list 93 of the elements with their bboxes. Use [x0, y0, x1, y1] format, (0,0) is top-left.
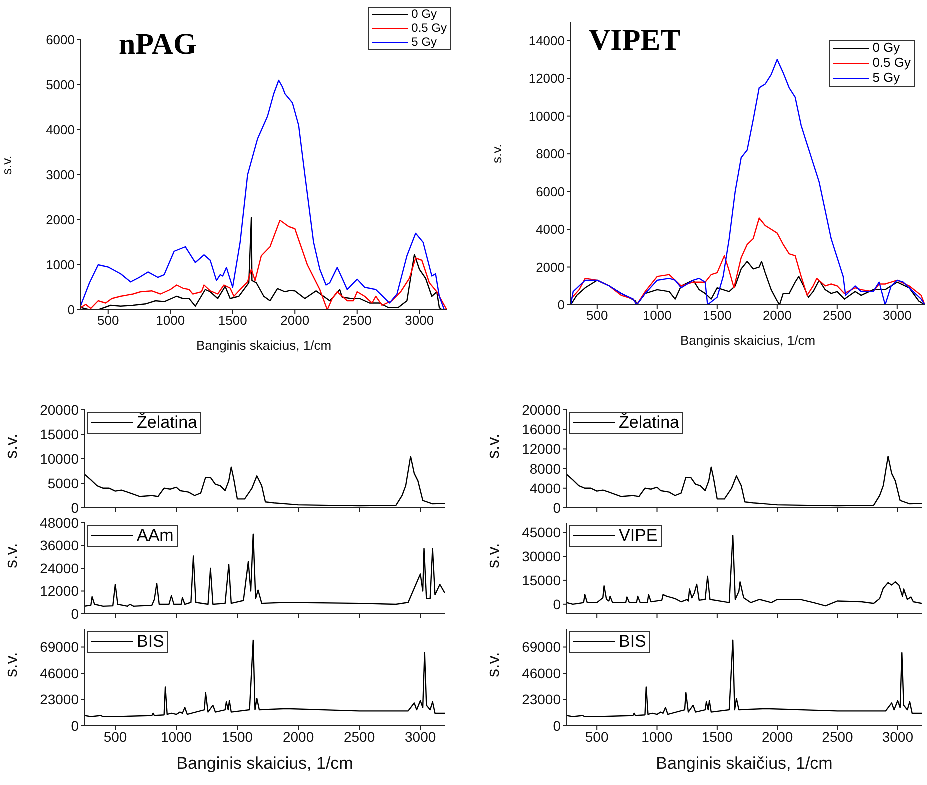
y-tick-label: 1000	[46, 258, 75, 273]
x-tick-label: 3000	[405, 728, 436, 745]
x-tick-label: 500	[104, 728, 128, 745]
x-tick-label: 2000	[762, 728, 794, 745]
legend-label: VIPE	[619, 526, 658, 546]
y-axis-title: s.v.	[2, 543, 22, 568]
y-tick-label: 5000	[48, 475, 80, 492]
y-axis-title: s.v.	[484, 652, 504, 678]
y-tick-label: 46000	[522, 665, 562, 682]
y-tick-label: 0	[558, 298, 565, 313]
y-axis-title: s.v.	[2, 434, 22, 459]
y-tick-label: 20000	[40, 402, 80, 418]
y-tick-label: 4000	[46, 122, 75, 138]
y-tick-label: 2000	[46, 212, 75, 228]
legend-label: 0.5 Gy	[412, 20, 447, 36]
y-tick-label: 0	[71, 718, 80, 734]
x-tick-label: 2000	[762, 308, 792, 324]
x-tick-label: 500	[98, 313, 120, 328]
y-tick-label: 0	[553, 500, 562, 516]
y-tick-label: 0	[553, 718, 562, 734]
x-tick-label: 2500	[822, 728, 854, 745]
chart-title: VIPET	[589, 24, 681, 58]
y-tick-label: 30000	[522, 548, 562, 564]
x-tick-label: 1500	[222, 728, 254, 745]
y-tick-label: 36000	[40, 538, 80, 554]
y-tick-label: 24000	[40, 560, 80, 576]
legend-label: 0.5 Gy	[872, 54, 911, 71]
y-tick-label: 6000	[46, 32, 75, 48]
y-axis-title: s.v.	[484, 434, 504, 459]
y-tick-label: 3000	[46, 168, 75, 183]
y-tick-label: 10000	[40, 450, 80, 467]
x-tick-label: 1500	[702, 728, 734, 745]
chart-title: nPAG	[119, 28, 197, 62]
x-axis-title: Banginis skaičius, 1/cm	[655, 754, 834, 774]
x-tick-label: 500	[586, 308, 608, 324]
y-tick-label: 8000	[530, 460, 562, 477]
y-axis-title: s.v.	[0, 156, 15, 175]
y-tick-label: 12000	[40, 583, 80, 600]
y-tick-label: 0	[553, 596, 562, 612]
y-tick-label: 0	[68, 302, 75, 318]
x-tick-label: 2500	[342, 313, 372, 328]
x-tick-label: 1500	[702, 308, 732, 324]
legend-label: 5 Gy	[872, 70, 900, 86]
legend-label: AAm	[137, 526, 174, 546]
y-tick-label: 0	[71, 500, 80, 516]
x-axis-title: Banginis skaicius, 1/cm	[679, 333, 817, 348]
legend-label: 5 Gy	[412, 34, 437, 50]
y-tick-label: 46000	[40, 665, 80, 682]
y-tick-label: 6000	[536, 184, 565, 200]
y-tick-label: 10000	[528, 108, 565, 124]
x-axis-title: Banginis skaicius, 1/cm	[176, 754, 354, 774]
y-tick-label: 5000	[46, 78, 75, 93]
y-axis-title: s.v.	[490, 144, 505, 164]
x-tick-label: 1000	[160, 728, 192, 745]
x-tick-label: 3000	[882, 308, 912, 324]
legend-label: BIS	[137, 632, 164, 652]
y-tick-label: 15000	[522, 572, 562, 588]
x-tick-label: 1500	[218, 313, 248, 328]
y-axis-title: s.v.	[484, 543, 504, 568]
y-tick-label: 4000	[530, 480, 562, 496]
y-tick-label: 12000	[528, 71, 565, 86]
x-axis-title: Banginis skaicius, 1/cm	[195, 338, 333, 353]
y-tick-label: 12000	[522, 441, 562, 458]
y-tick-label: 14000	[528, 33, 565, 48]
y-tick-label: 45000	[522, 524, 562, 541]
y-tick-label: 8000	[536, 146, 565, 162]
y-tick-label: 69000	[40, 639, 80, 656]
legend-label: Želatina	[137, 413, 198, 433]
x-tick-label: 2500	[822, 308, 852, 324]
y-tick-label: 23000	[522, 692, 562, 708]
y-tick-label: 2000	[536, 260, 565, 275]
legend-label: BIS	[619, 632, 646, 652]
y-tick-label: 15000	[40, 426, 80, 442]
y-tick-label: 20000	[522, 402, 562, 418]
legend-label: Želatina	[619, 413, 680, 433]
y-tick-label: 0	[71, 606, 80, 622]
legend-label: 0 Gy	[412, 7, 437, 22]
y-tick-label: 48000	[40, 514, 80, 531]
x-tick-label: 1000	[642, 728, 674, 745]
y-axis-title: s.v.	[2, 652, 22, 678]
y-tick-label: 23000	[40, 692, 80, 708]
x-tick-label: 2500	[344, 728, 376, 745]
x-tick-label: 1000	[156, 313, 186, 328]
x-tick-label: 2000	[280, 313, 310, 328]
y-tick-label: 4000	[536, 222, 565, 238]
x-tick-label: 2000	[282, 728, 314, 745]
legend-label: 0 Gy	[872, 40, 900, 56]
x-tick-label: 3000	[405, 313, 434, 328]
x-tick-label: 3000	[882, 728, 914, 745]
x-tick-label: 500	[585, 728, 609, 745]
x-tick-label: 1000	[642, 308, 672, 324]
y-tick-label: 69000	[522, 639, 562, 656]
y-tick-label: 16000	[522, 422, 562, 438]
